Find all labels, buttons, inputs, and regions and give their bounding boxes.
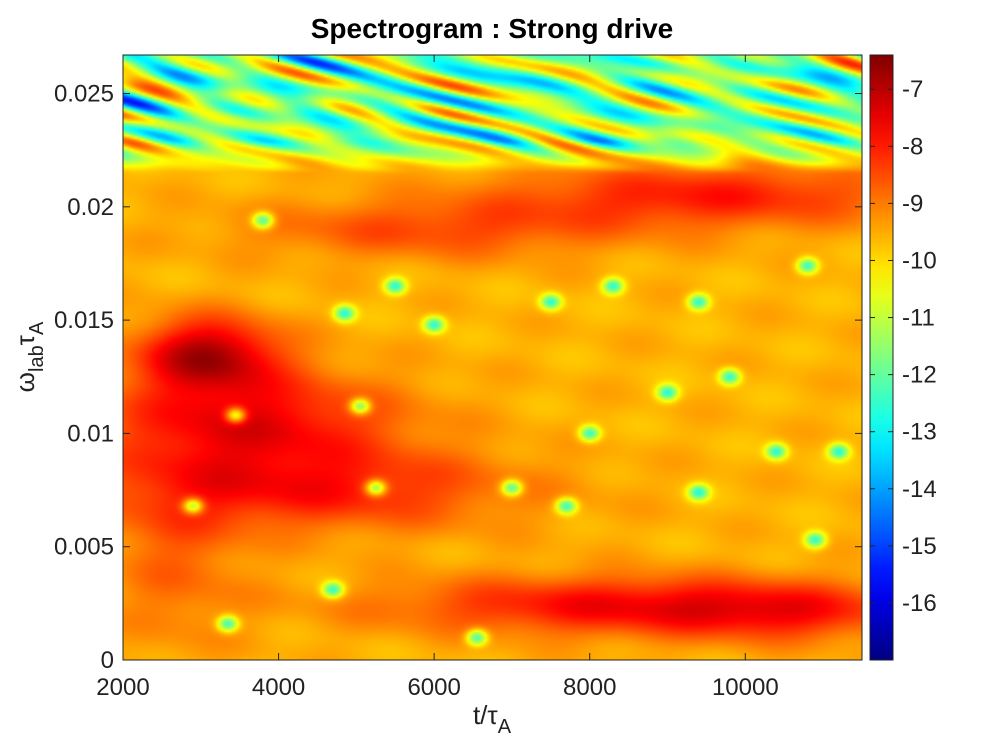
colorbar-tick-label: -16 [902, 590, 937, 617]
colorbar-tick-label: -11 [902, 305, 935, 332]
colorbar-tick-label: -9 [902, 190, 923, 217]
y-tick-label: 0.025 [54, 81, 114, 108]
y-tick-label: 0.01 [67, 420, 114, 447]
y-axis-label-symbol: ω [10, 372, 40, 392]
heatmap-image [123, 55, 862, 660]
x-axis: 2000 4000 6000 8000 10000 [96, 55, 779, 701]
colorbar-tick-label: -15 [902, 533, 937, 560]
y-axis-label: ωlabτA [10, 321, 48, 392]
x-tick-label: 6000 [407, 674, 460, 701]
chart-title: Spectrogram : Strong drive [311, 13, 674, 44]
colorbar-ticks: -16 -15 -14 -13 -12 -11 -10 -9 -8 -7 [870, 76, 937, 617]
colorbar-scale [869, 54, 894, 661]
colorbar-tick-label: -7 [902, 76, 923, 103]
x-axis-label: t/τA [473, 700, 512, 738]
y-tick-label: 0.015 [54, 307, 114, 334]
x-tick-label: 2000 [96, 674, 149, 701]
y-axis-label-subscript-1: lab [26, 345, 48, 372]
colorbar: -16 -15 -14 -13 -12 -11 -10 -9 -8 -7 [869, 54, 937, 661]
x-tick-label: 8000 [563, 674, 616, 701]
colorbar-tick-label: -10 [902, 247, 937, 274]
y-tick-label: 0.02 [67, 194, 114, 221]
x-axis-label-subscript: A [498, 716, 512, 738]
y-axis-label-subscript-2: A [26, 321, 48, 335]
y-axis-label-symbol-2: τ [10, 334, 40, 345]
colorbar-tick-label: -12 [902, 362, 937, 389]
y-axis: 0 0.005 0.01 0.015 0.02 0.025 [54, 81, 862, 674]
x-axis-label-base: t/ [473, 700, 488, 730]
colorbar-tick-label: -8 [902, 133, 923, 160]
x-tick-label: 10000 [712, 674, 779, 701]
plot-area [122, 54, 863, 661]
y-tick-label: 0.005 [54, 534, 114, 561]
x-tick-label: 4000 [252, 674, 305, 701]
colorbar-tick-label: -14 [902, 476, 937, 503]
y-tick-label: 0 [101, 647, 114, 674]
colorbar-tick-label: -13 [902, 419, 937, 446]
x-axis-label-symbol: τ [487, 700, 498, 730]
plot-frame [122, 54, 863, 661]
